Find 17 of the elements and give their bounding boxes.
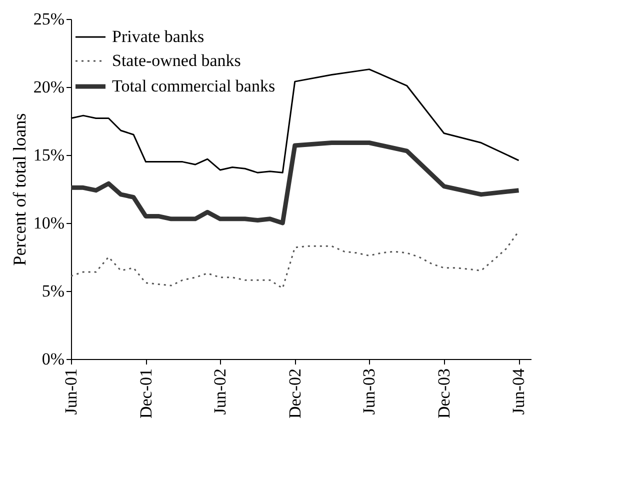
legend-label: State-owned banks	[112, 51, 241, 70]
y-tick-label: 5%	[42, 282, 64, 300]
y-tick-label: 10%	[33, 214, 64, 232]
x-tick-label: Jun-01	[62, 368, 80, 415]
x-tick-label: Jun-03	[360, 368, 379, 415]
x-tick-label: Jun-04	[509, 368, 528, 415]
x-tick-label: Dec-01	[136, 368, 156, 419]
x-tick-label: Jun-02	[210, 368, 230, 415]
y-tick-label: 20%	[33, 78, 64, 96]
x-tick-label: Dec-03	[434, 368, 454, 419]
legend-label: Total commercial banks	[112, 76, 276, 96]
y-axis-title: Percent of total loans	[9, 113, 30, 266]
legend-label: Private banks	[112, 27, 204, 46]
y-tick-label: 0%	[42, 350, 64, 368]
y-tick-label: 15%	[33, 146, 64, 164]
y-tick-label: 25%	[33, 10, 64, 28]
x-tick-label: Dec-02	[285, 368, 304, 419]
